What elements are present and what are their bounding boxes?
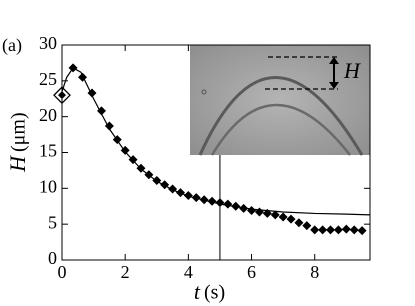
data-point	[270, 210, 280, 220]
x-label-symbol: t	[194, 279, 201, 304]
data-point	[254, 207, 264, 217]
x-tick-label: 2	[121, 262, 130, 282]
y-tick-label: 25	[39, 69, 57, 89]
data-point	[294, 218, 304, 228]
data-point	[326, 225, 336, 235]
inset-photo	[190, 45, 370, 155]
inset: H	[190, 45, 370, 156]
data-point	[247, 206, 257, 216]
data-point	[341, 224, 351, 234]
data-point	[302, 221, 312, 231]
x-tick-label: 8	[310, 262, 319, 282]
y-tick-label: 15	[39, 141, 57, 161]
inset-label: H	[343, 58, 361, 83]
inset-speck	[201, 89, 207, 95]
panel-label: (a)	[2, 35, 22, 56]
x-tick-label: 0	[58, 262, 67, 282]
data-point	[286, 214, 296, 224]
x-label-unit: (s)	[204, 282, 225, 304]
inset-arrowhead	[329, 82, 339, 89]
y-tick-label: 0	[48, 248, 57, 268]
data-point	[215, 198, 225, 208]
inset-arc	[210, 103, 351, 156]
data-point	[349, 225, 359, 235]
x-tick-label: 6	[247, 262, 256, 282]
data-point	[357, 226, 367, 236]
x-tick-label: 4	[184, 262, 193, 282]
y-label-unit: (μm)	[8, 112, 30, 152]
y-label: H (μm)	[5, 112, 30, 173]
data-point	[183, 191, 193, 200]
inset-arc	[198, 76, 364, 156]
fit-line	[61, 67, 371, 216]
data-point	[168, 184, 178, 194]
y-tick-label: 20	[39, 105, 57, 125]
data-point	[278, 212, 288, 222]
y-tick-label: 30	[39, 33, 57, 53]
data-point	[310, 225, 320, 235]
y-label-symbol: H	[5, 155, 30, 173]
plot-frame	[61, 44, 371, 261]
data-point	[207, 196, 217, 206]
y-tick-label: 10	[39, 176, 57, 196]
data-point	[333, 225, 343, 235]
data-point	[160, 180, 170, 190]
inset-arrowhead	[329, 57, 339, 64]
data-point	[78, 72, 88, 82]
data-point	[223, 199, 233, 209]
y-tick-label: 5	[48, 212, 57, 232]
data-point	[318, 225, 328, 235]
